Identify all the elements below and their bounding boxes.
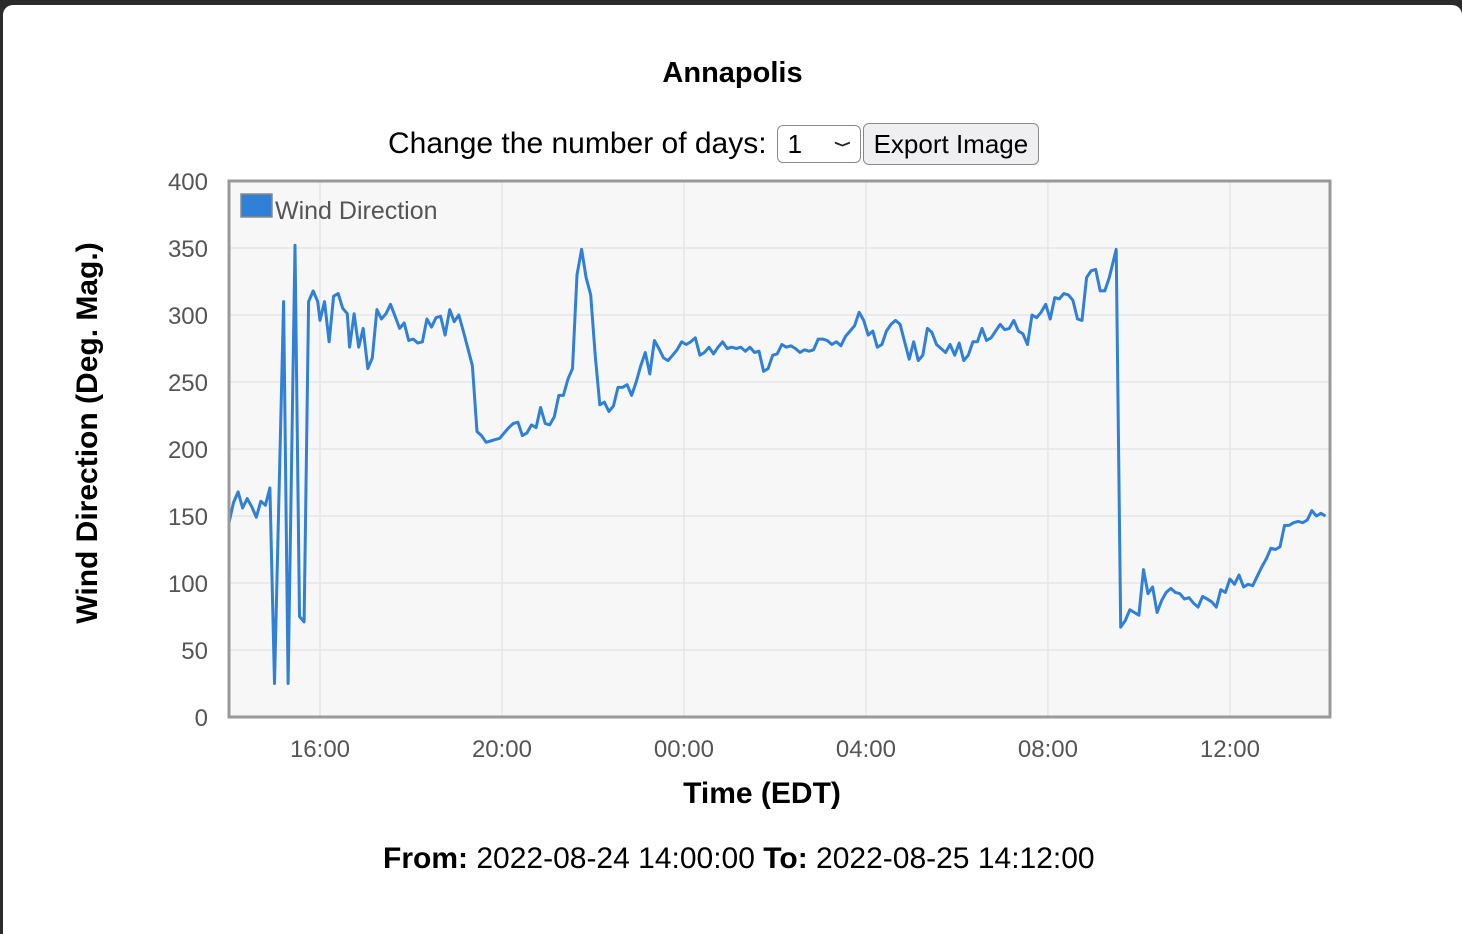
y-tick-label: 150: [168, 504, 208, 531]
x-axis-title: Time (EDT): [683, 777, 841, 810]
y-tick-label: 200: [168, 437, 208, 464]
plot-frame: [227, 179, 1332, 719]
days-label: Change the number of days:: [388, 127, 767, 160]
x-tick-label: 12:00: [1200, 736, 1260, 763]
wind-direction-series-line: [229, 243, 1327, 685]
y-axis-title: Wind Direction (Deg. Mag.): [71, 242, 104, 623]
chart-controls: Change the number of days: 1 ❯ Export Im…: [388, 123, 1040, 165]
x-tick-label: 08:00: [1018, 736, 1078, 763]
from-label: From:: [383, 842, 468, 875]
days-select[interactable]: 1 ❯: [776, 125, 861, 163]
y-tick-label: 100: [168, 571, 208, 598]
from-value: 2022-08-24 14:00:00: [476, 842, 755, 875]
station-title: Annapolis: [662, 57, 803, 89]
days-select-value: 1: [787, 128, 803, 159]
x-tick-label: 20:00: [472, 736, 532, 763]
y-tick-label: 400: [168, 169, 208, 196]
y-tick-label: 0: [195, 705, 208, 732]
x-tick-label: 00:00: [654, 736, 714, 763]
x-tick-label: 16:00: [290, 736, 350, 763]
to-value: 2022-08-25 14:12:00: [816, 842, 1095, 875]
legend-label: Wind Direction: [275, 197, 438, 225]
legend-swatch: [240, 193, 273, 218]
y-tick-label: 250: [168, 370, 208, 397]
y-tick-label: 350: [168, 236, 208, 263]
x-tick-label: 04:00: [836, 736, 896, 763]
y-tick-label: 50: [181, 638, 208, 665]
to-label: To:: [763, 842, 808, 875]
date-range: From: 2022-08-24 14:00:00 To: 2022-08-25…: [383, 842, 1095, 876]
y-tick-label: 300: [168, 303, 208, 330]
export-image-button[interactable]: Export Image: [862, 123, 1040, 165]
